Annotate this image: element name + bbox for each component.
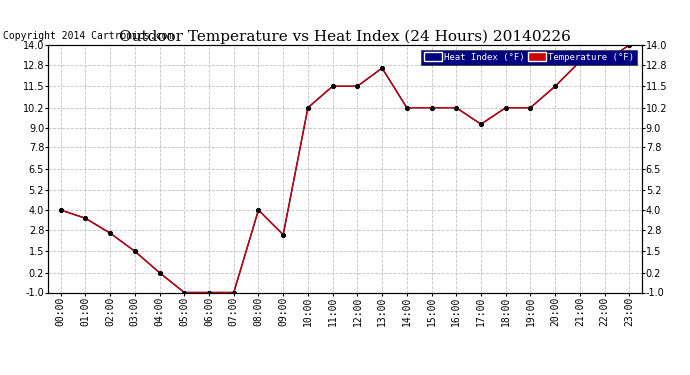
Legend: Heat Index (°F), Temperature (°F): Heat Index (°F), Temperature (°F): [421, 50, 637, 64]
Title: Outdoor Temperature vs Heat Index (24 Hours) 20140226: Outdoor Temperature vs Heat Index (24 Ho…: [119, 30, 571, 44]
Text: Copyright 2014 Cartronics.com: Copyright 2014 Cartronics.com: [3, 32, 174, 41]
